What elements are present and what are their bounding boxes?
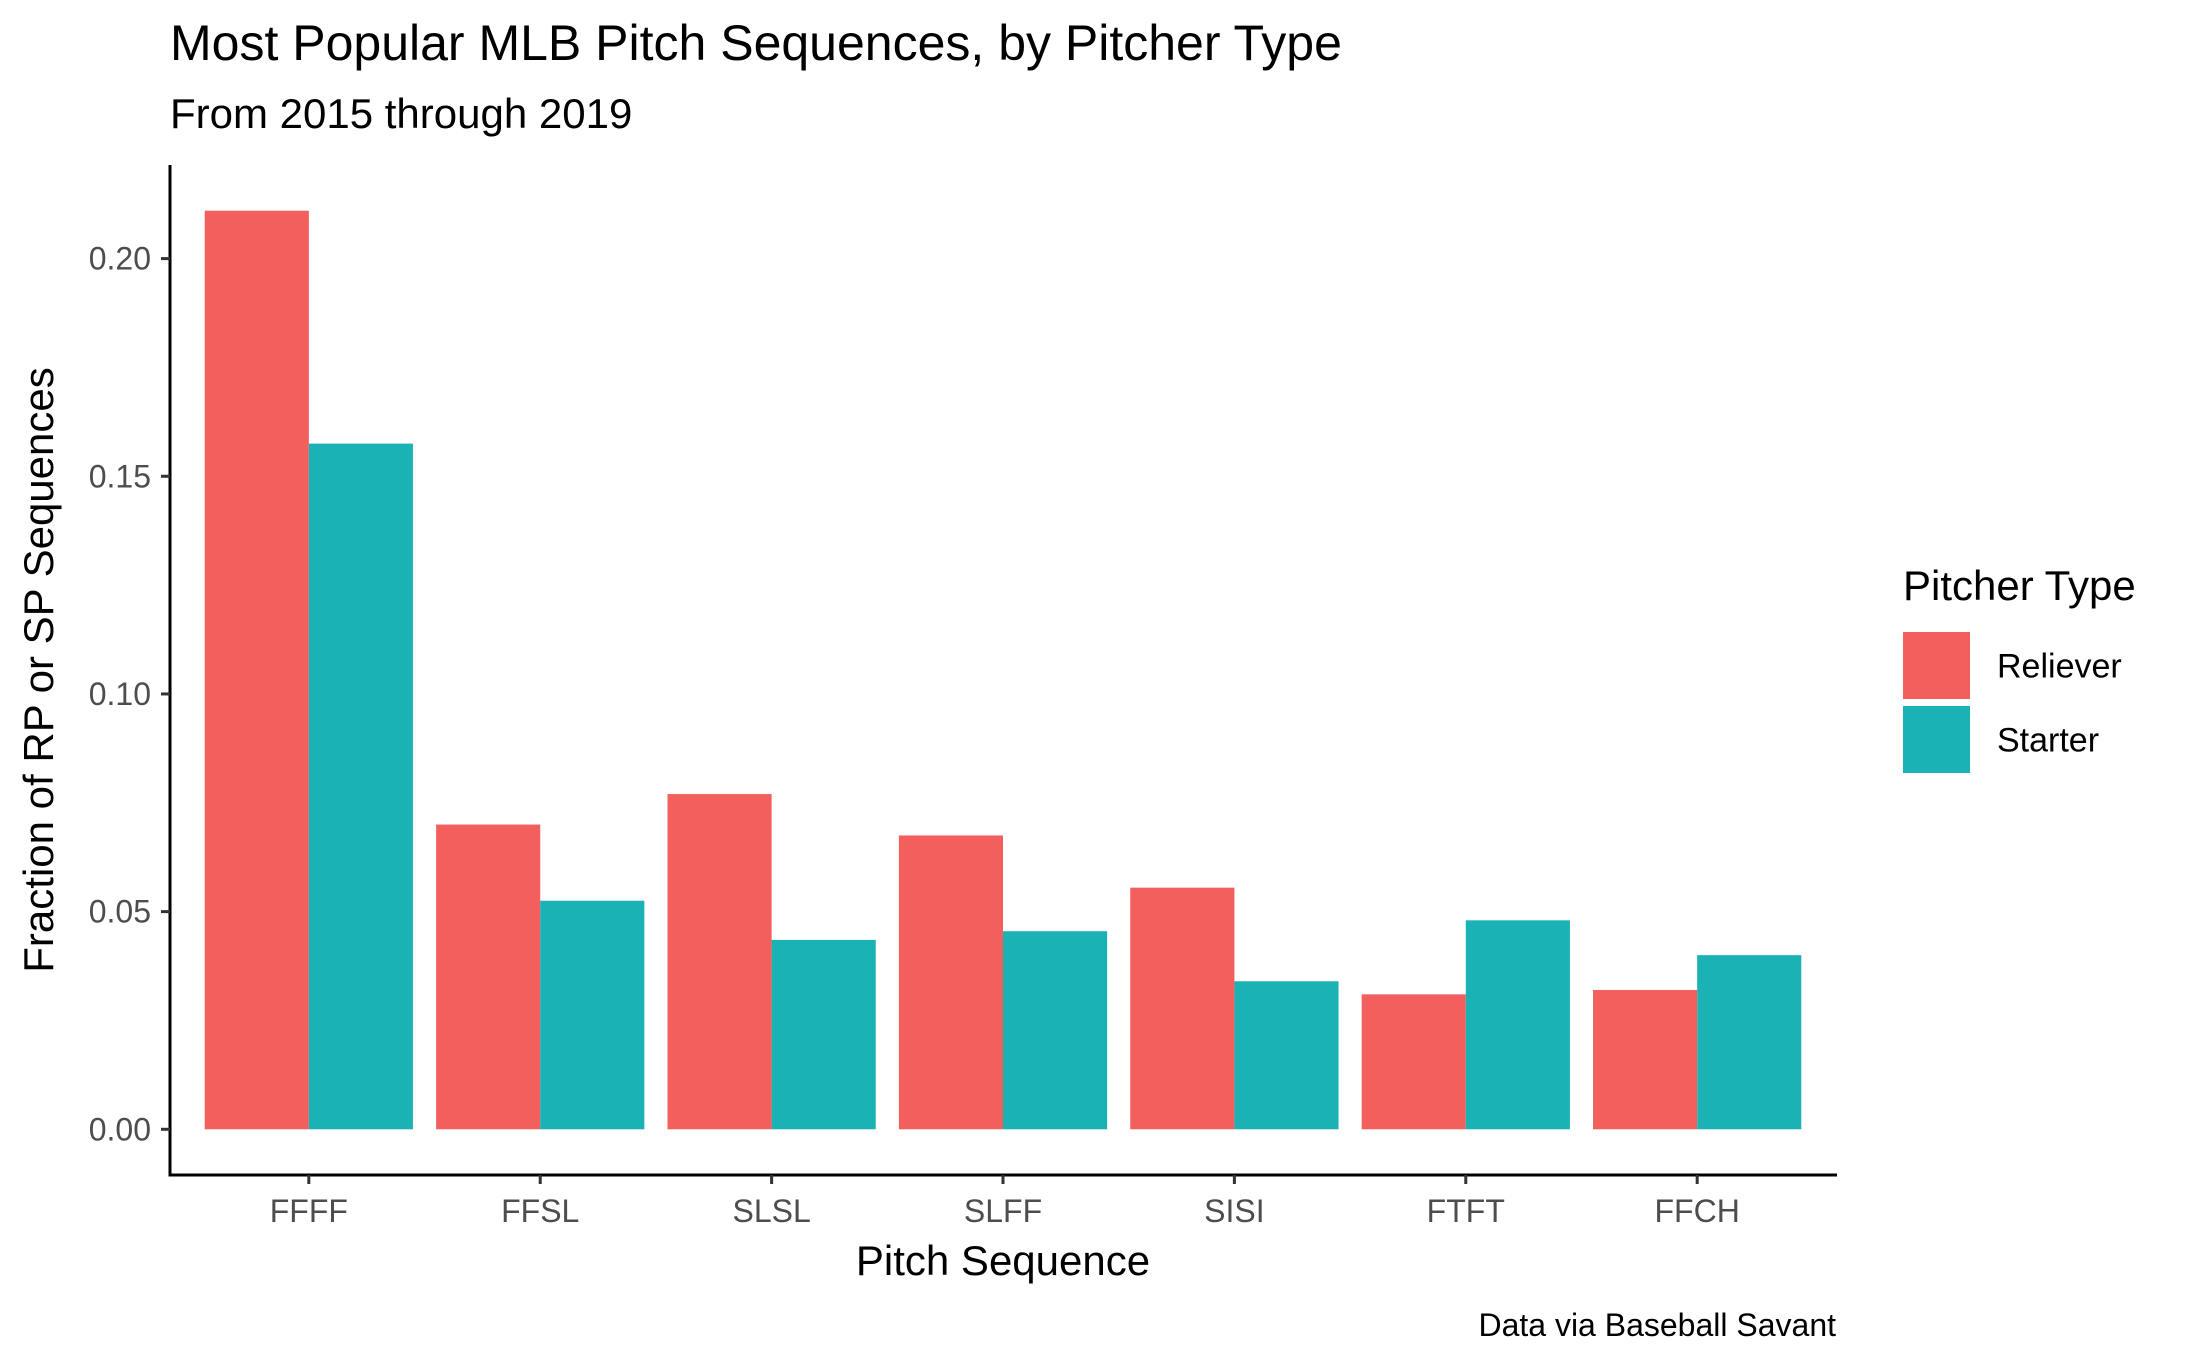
bar-reliever-ffsl <box>436 824 541 1130</box>
bar-reliever-ffch <box>1593 989 1698 1130</box>
legend-title: Pitcher Type <box>1903 562 2136 609</box>
x-tick-label: FFSL <box>501 1193 579 1229</box>
bar-starter-sisi <box>1234 981 1339 1130</box>
bar-starter-ffff <box>308 443 413 1130</box>
legend-key-starter <box>1903 706 1970 773</box>
legend-key-reliever <box>1903 632 1970 699</box>
legend-items: Reliever Starter <box>1903 632 2122 773</box>
y-axis-title: Fraction of RP or SP Sequences <box>15 367 62 972</box>
y-tick-label: 0.05 <box>89 894 151 930</box>
chart-subtitle: From 2015 through 2019 <box>170 90 632 137</box>
bar-reliever-slff <box>898 835 1004 1130</box>
y-tick-label: 0.00 <box>89 1111 151 1147</box>
bar-reliever-ffff <box>204 210 309 1130</box>
legend-label-reliever: Reliever <box>1997 648 2122 686</box>
bars-group <box>204 210 1802 1130</box>
y-tick-label: 0.10 <box>89 676 151 712</box>
y-tick-label: 0.20 <box>89 241 151 277</box>
legend: Pitcher Type Reliever Starter <box>1903 562 2136 773</box>
bar-starter-ffch <box>1697 955 1802 1130</box>
x-tick-label: SISI <box>1204 1193 1264 1229</box>
x-tick-label: SLFF <box>964 1193 1042 1229</box>
x-tick-label: FFCH <box>1655 1193 1740 1229</box>
bar-reliever-ftft <box>1361 994 1466 1130</box>
chart-title: Most Popular MLB Pitch Sequences, by Pit… <box>170 15 1342 71</box>
y-tick-label: 0.15 <box>89 458 151 494</box>
x-tick-label: SLSL <box>732 1193 810 1229</box>
x-tick-label: FTFT <box>1427 1193 1505 1229</box>
x-axis-title: Pitch Sequence <box>856 1237 1150 1284</box>
legend-label-starter: Starter <box>1997 722 2099 760</box>
bar-starter-slsl <box>771 939 876 1130</box>
bar-starter-ftft <box>1465 920 1570 1130</box>
bar-reliever-slsl <box>667 794 772 1130</box>
x-tick-label: FFFF <box>270 1193 348 1229</box>
chart-caption: Data via Baseball Savant <box>1478 1307 1836 1343</box>
bar-starter-ffsl <box>540 900 645 1130</box>
bar-starter-slff <box>1003 931 1108 1130</box>
bar-reliever-sisi <box>1130 887 1235 1130</box>
x-ticks-group: FFFF FFSL SLSL SLFF SISI FTFT FFCH <box>270 1175 1740 1229</box>
y-ticks-group: 0.00 0.05 0.10 0.15 0.20 <box>89 241 170 1147</box>
